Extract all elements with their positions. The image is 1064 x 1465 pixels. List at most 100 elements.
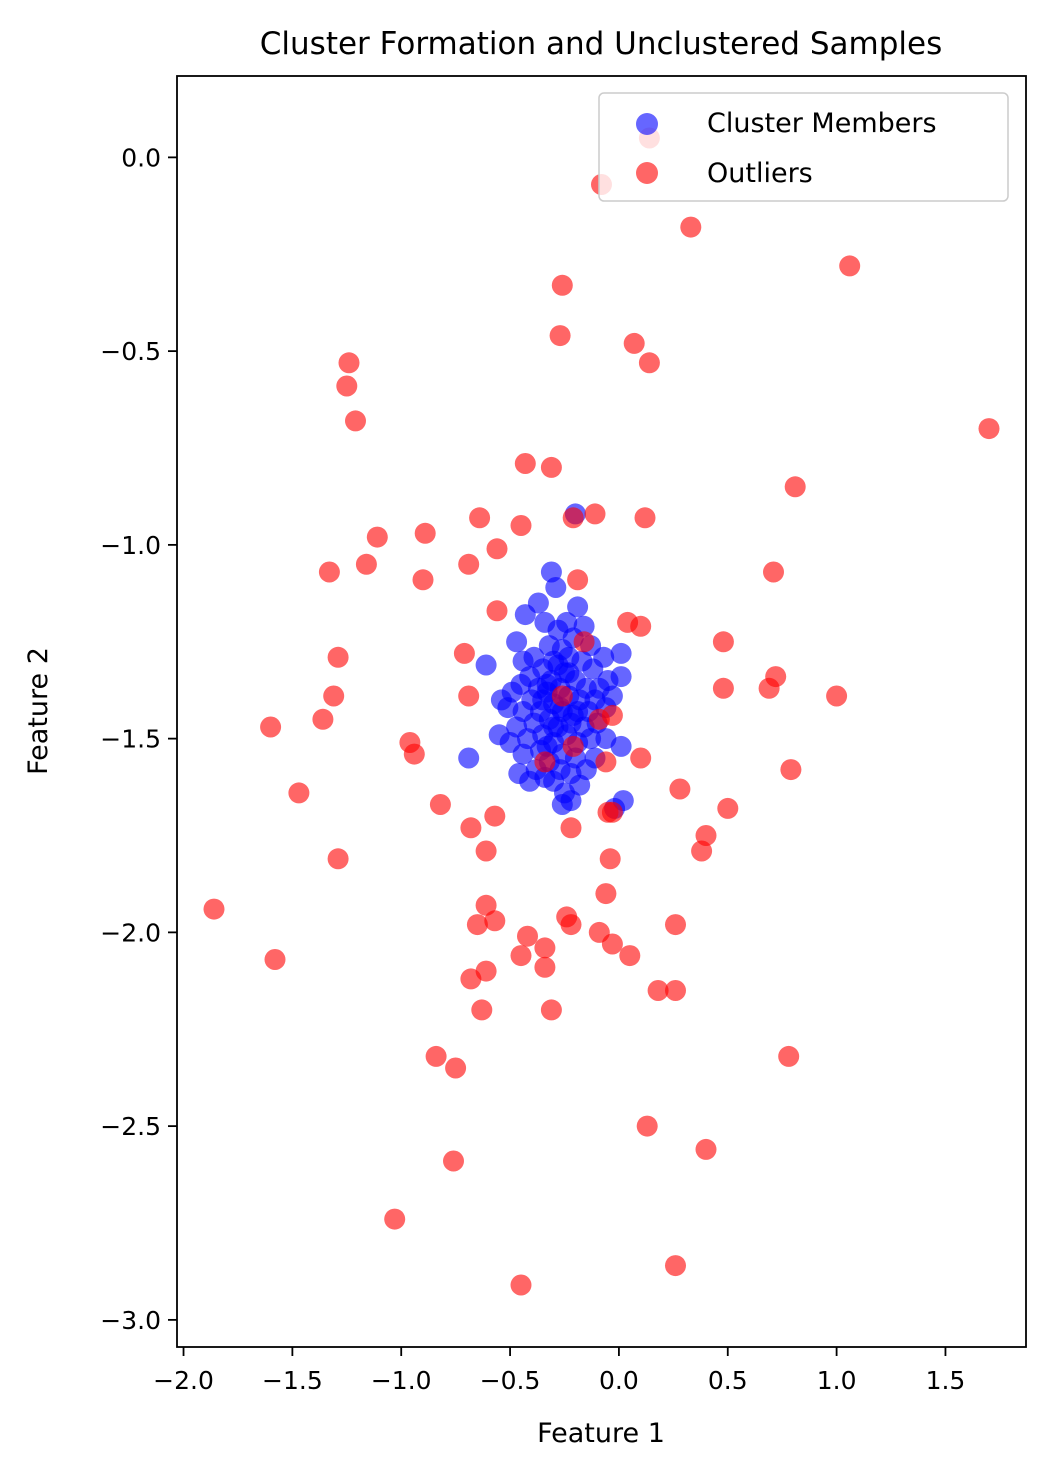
outlier-point-85 xyxy=(460,968,482,990)
outlier-point-88 xyxy=(471,999,493,1021)
legend-box xyxy=(598,92,1009,202)
outlier-point-53 xyxy=(780,759,802,781)
outlier-point-28 xyxy=(763,561,784,583)
x-axis-ticks: −2.0 −1.5 −1.0 −0.5 0.0 0.5 1.0 1.5 xyxy=(153,1347,965,1395)
outlier-point-5 xyxy=(549,325,571,347)
outlier-point-21 xyxy=(414,522,436,544)
outlier-point-4 xyxy=(551,274,573,296)
outlier-point-35 xyxy=(327,646,349,668)
outlier-point-90 xyxy=(425,1045,447,1067)
y-axis-label: Feature 2 xyxy=(23,647,54,775)
outlier-point-23 xyxy=(458,553,480,575)
x-tick-label: −0.5 xyxy=(480,1366,541,1395)
cluster-member-point-30 xyxy=(610,666,632,688)
outlier-point-86 xyxy=(647,980,669,1001)
outlier-point-97 xyxy=(665,1255,686,1277)
outlier-point-19 xyxy=(634,507,656,529)
x-tick-label: −1.0 xyxy=(371,1366,432,1395)
plot-frame xyxy=(176,75,1027,1348)
outlier-point-87 xyxy=(665,980,686,1001)
outlier-point-25 xyxy=(318,561,340,583)
outlier-point-69 xyxy=(203,898,225,920)
outlier-point-40 xyxy=(458,685,480,707)
outlier-point-16 xyxy=(510,515,532,536)
y-tick-label: −1.5 xyxy=(100,725,161,754)
cluster-member-point-49 xyxy=(497,697,519,719)
outlier-point-76 xyxy=(517,925,538,947)
y-tick-label: −2.5 xyxy=(100,1112,161,1141)
outlier-point-95 xyxy=(443,1150,464,1172)
cluster-member-point-87 xyxy=(551,794,573,815)
outlier-point-49 xyxy=(562,735,584,757)
cluster-member-point-21 xyxy=(610,642,632,664)
outlier-point-78 xyxy=(601,933,623,955)
y-axis-ticks: 0.0 −0.5 −1.0 −1.5 −2.0 −2.5 −3.0 xyxy=(100,143,177,1335)
outlier-point-79 xyxy=(534,937,556,959)
legend-label-cluster-members: Cluster Members xyxy=(707,108,937,139)
outlier-point-2 xyxy=(680,216,702,238)
outlier-point-32 xyxy=(573,631,595,653)
outlier-point-17 xyxy=(562,507,584,529)
outlier-point-3 xyxy=(839,255,861,277)
outlier-point-84 xyxy=(534,956,556,978)
outlier-point-59 xyxy=(601,801,623,823)
outlier-point-55 xyxy=(669,778,691,800)
outlier-point-67 xyxy=(599,848,621,870)
outlier-point-38 xyxy=(712,677,734,699)
outlier-point-27 xyxy=(567,569,589,591)
outlier-point-80 xyxy=(510,945,532,967)
outlier-point-10 xyxy=(345,410,366,432)
cluster-member-point-68 xyxy=(610,735,632,757)
outlier-point-72 xyxy=(484,910,506,932)
outlier-point-14 xyxy=(784,476,806,498)
x-tick-label: 1.5 xyxy=(926,1366,966,1395)
outlier-point-93 xyxy=(636,1115,658,1137)
outlier-point-18 xyxy=(584,503,606,525)
y-tick-label: −2.0 xyxy=(100,918,161,947)
cluster-member-point-73 xyxy=(458,747,480,769)
x-tick-label: −2.0 xyxy=(153,1366,214,1395)
outlier-point-34 xyxy=(453,642,475,664)
outlier-point-12 xyxy=(514,453,536,474)
outlier-point-51 xyxy=(534,751,556,773)
legend: Cluster Members Outliers xyxy=(598,92,1009,202)
outlier-point-66 xyxy=(327,848,349,870)
cluster-member-point-25 xyxy=(582,658,604,680)
outlier-point-9 xyxy=(336,375,358,397)
cluster-member-point-66 xyxy=(580,728,602,750)
chart-title: Cluster Formation and Unclustered Sample… xyxy=(260,26,942,62)
outlier-point-68 xyxy=(595,883,617,905)
outlier-point-39 xyxy=(323,685,345,707)
outlier-point-46 xyxy=(260,716,282,738)
outlier-point-65 xyxy=(475,840,497,862)
outlier-point-13 xyxy=(540,456,562,478)
outlier-point-50 xyxy=(630,747,652,769)
outlier-point-75 xyxy=(665,914,686,936)
outlier-point-62 xyxy=(560,817,582,839)
outlier-point-54 xyxy=(288,782,310,804)
outlier-point-24 xyxy=(355,553,377,575)
outlier-point-70 xyxy=(475,894,497,916)
outlier-point-33 xyxy=(712,631,734,653)
legend-marker-outliers xyxy=(636,162,658,184)
cluster-member-point-94 xyxy=(532,689,554,711)
outlier-point-11 xyxy=(978,418,1000,440)
outlier-point-82 xyxy=(264,949,286,970)
cluster-member-point-20 xyxy=(475,654,497,676)
outlier-point-37 xyxy=(758,677,780,699)
outlier-point-61 xyxy=(460,817,482,839)
points-layer xyxy=(203,127,1000,1296)
cluster-member-point-71 xyxy=(512,743,534,765)
outlier-point-94 xyxy=(695,1138,717,1160)
outlier-point-6 xyxy=(623,332,645,354)
x-tick-label: 1.0 xyxy=(817,1366,857,1395)
y-tick-label: −0.5 xyxy=(100,337,161,366)
outlier-point-91 xyxy=(778,1045,800,1067)
cluster-member-point-6 xyxy=(567,596,589,618)
outlier-point-42 xyxy=(826,685,848,707)
outlier-point-45 xyxy=(312,708,334,730)
outlier-point-71 xyxy=(466,914,488,936)
y-tick-label: −1.0 xyxy=(100,531,161,560)
outlier-point-7 xyxy=(638,352,660,374)
